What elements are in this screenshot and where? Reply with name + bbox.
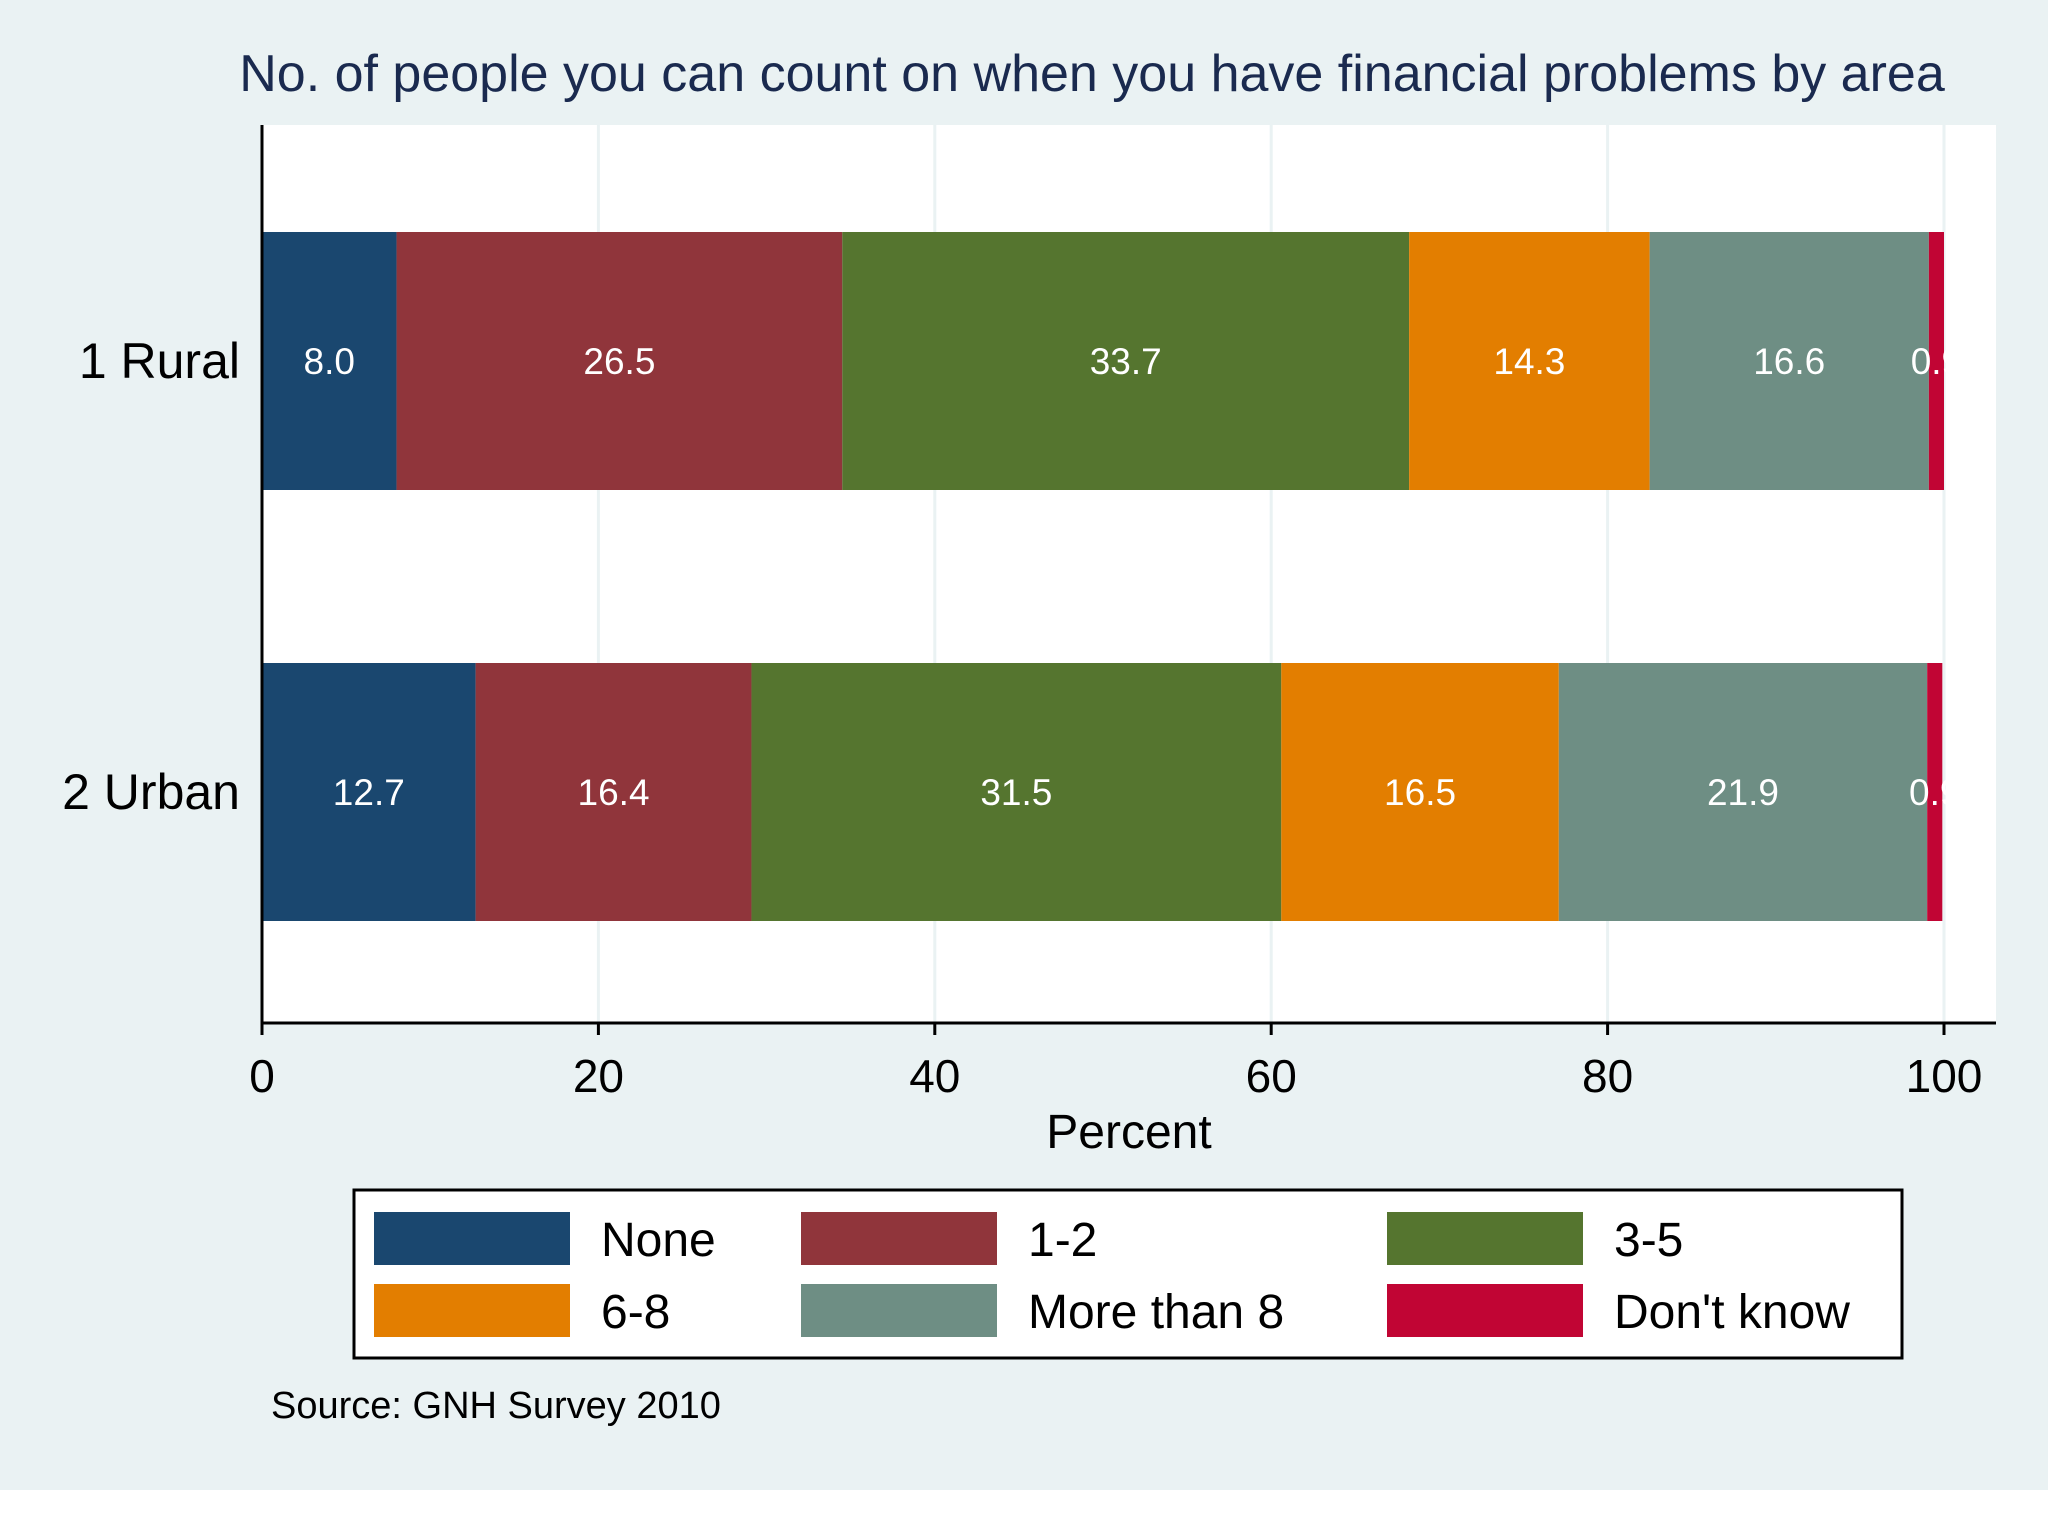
bar-value-label: 33.7	[1090, 341, 1162, 382]
legend-swatch	[1387, 1212, 1583, 1265]
x-tick-label: 60	[1246, 1050, 1297, 1102]
category-label: 2 Urban	[62, 764, 240, 820]
x-tick-label: 0	[249, 1050, 275, 1102]
bar-segment	[475, 663, 752, 921]
y-axis-category-labels: 1 Rural 2 Urban	[62, 333, 240, 820]
source-note: Source: GNH Survey 2010	[271, 1385, 721, 1427]
bar-value-label: 16.4	[578, 772, 650, 813]
legend-entries: None 1-2 3-5 6-8 More than 8 Don't know	[374, 1212, 1850, 1339]
legend-label: 3-5	[1614, 1214, 1683, 1267]
x-axis-ticks: 0 20 40 60 80 100	[249, 1023, 1982, 1102]
bar-segment	[1281, 663, 1559, 921]
bar-value-label: 26.5	[583, 341, 655, 382]
bar-segment	[1558, 663, 1928, 921]
bar-segment	[1409, 232, 1650, 490]
chart-title: No. of people you can count on when you …	[239, 45, 1945, 103]
bar-value-label: 16.6	[1753, 341, 1825, 382]
bar-segment	[1928, 232, 1944, 490]
legend-label: More than 8	[1028, 1286, 1284, 1339]
bar-value-label: 0.9	[1911, 341, 1962, 382]
legend-swatch	[801, 1284, 997, 1337]
x-tick-label: 80	[1582, 1050, 1633, 1102]
bar-value-label: 8.0	[304, 341, 355, 382]
x-tick-label: 100	[1906, 1050, 1983, 1102]
bar-segment	[751, 663, 1282, 921]
chart-figure: No. of people you can count on when you …	[0, 0, 2048, 1490]
bar-value-label: 16.5	[1384, 772, 1456, 813]
bar-value-label: 12.7	[333, 772, 405, 813]
bar-segment	[262, 663, 476, 921]
category-label: 1 Rural	[79, 333, 240, 389]
legend-swatch	[374, 1284, 570, 1337]
legend-label: 6-8	[601, 1286, 670, 1339]
bar-value-label: 21.9	[1707, 772, 1779, 813]
x-tick-label: 40	[909, 1050, 960, 1102]
x-tick-label: 20	[573, 1050, 624, 1102]
bar-segment	[1927, 663, 1943, 921]
legend-swatch	[801, 1212, 997, 1265]
bar-value-label: 0.9	[1909, 772, 1960, 813]
legend-swatch	[1387, 1284, 1583, 1337]
bar-segment	[1649, 232, 1929, 490]
legend-swatch	[374, 1212, 570, 1265]
legend	[352, 1188, 1904, 1360]
legend-label: None	[601, 1214, 716, 1267]
bar-value-label: 31.5	[980, 772, 1052, 813]
bar-segment	[842, 232, 1410, 490]
x-axis-title: Percent	[1046, 1106, 1211, 1159]
legend-label: Don't know	[1614, 1286, 1850, 1339]
bar-segment	[262, 232, 397, 490]
legend-label: 1-2	[1028, 1214, 1097, 1267]
stacked-bar-chart: No. of people you can count on when you …	[62, 45, 1996, 1427]
bar-value-label: 14.3	[1493, 341, 1565, 382]
bar-segment	[396, 232, 843, 490]
bars: 8.0 26.5 33.7 14.3 16.6 0.9 12.7 16.4 31.5 16.5 21…	[262, 232, 1962, 921]
